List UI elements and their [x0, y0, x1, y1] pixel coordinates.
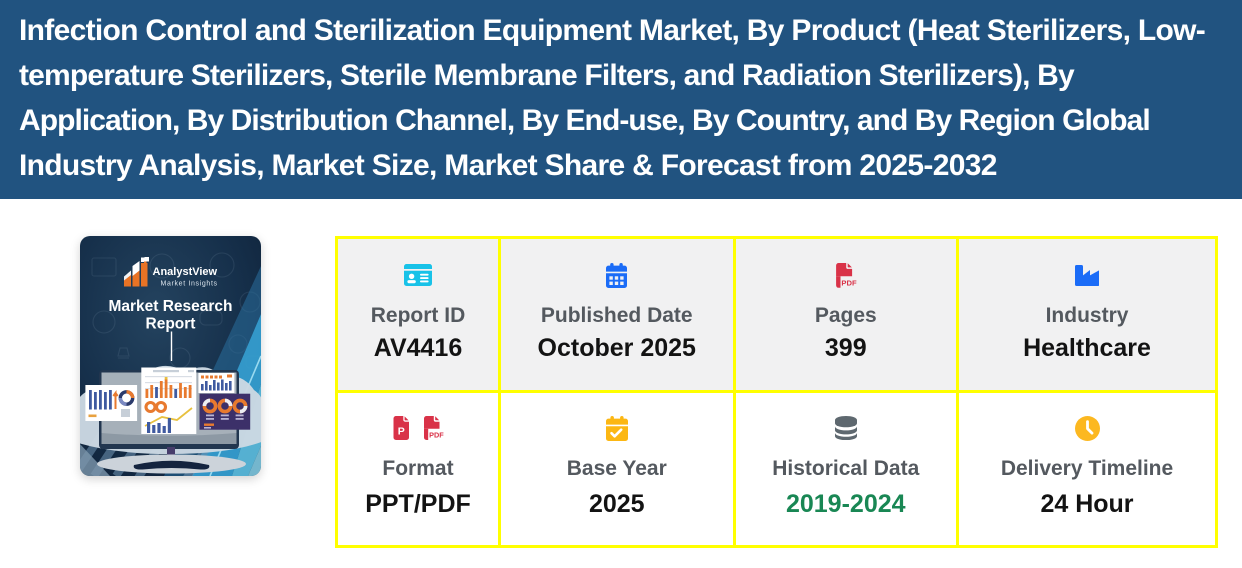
- svg-text:AnalystView: AnalystView: [153, 266, 218, 278]
- svg-text:P: P: [398, 426, 405, 438]
- svg-text:Report: Report: [146, 316, 196, 333]
- svg-text:Market Research: Market Research: [108, 298, 232, 315]
- svg-text:PDF: PDF: [429, 431, 444, 440]
- svg-text:PDF: PDF: [842, 278, 858, 287]
- svg-text:Market Insights: Market Insights: [161, 281, 218, 288]
